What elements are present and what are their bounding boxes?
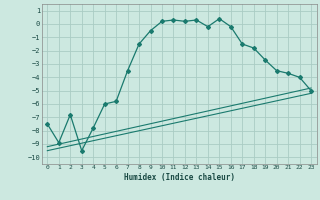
X-axis label: Humidex (Indice chaleur): Humidex (Indice chaleur) [124,173,235,182]
